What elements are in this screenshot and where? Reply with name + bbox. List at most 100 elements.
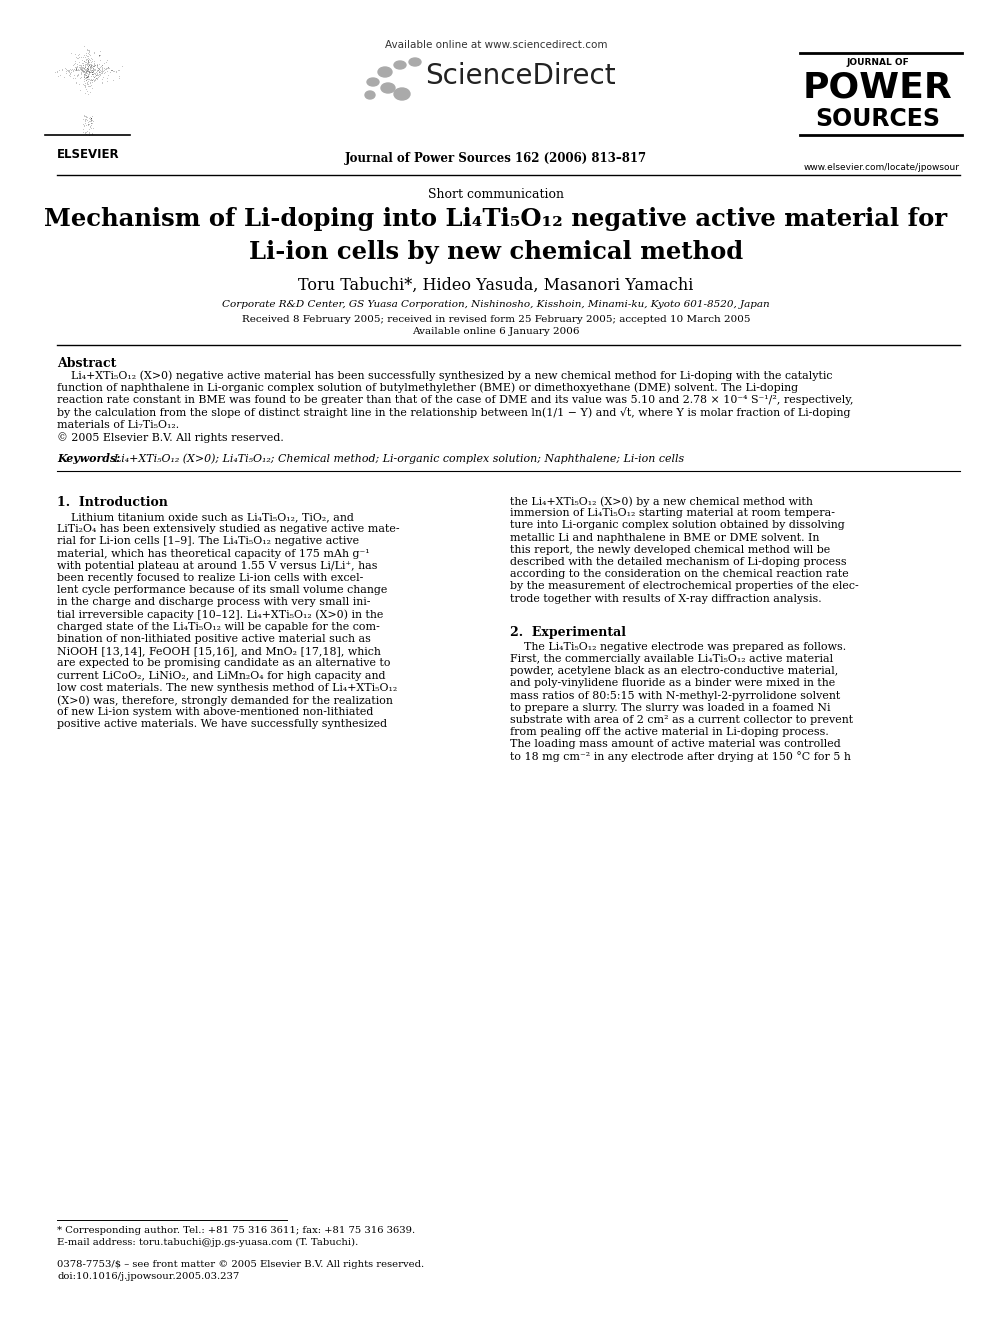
Point	[79, 45, 95, 66]
Point	[68, 48, 84, 69]
Point	[79, 60, 95, 81]
Point	[87, 65, 103, 86]
Point	[84, 69, 100, 90]
Point	[80, 75, 96, 97]
Text: www.elsevier.com/locate/jpowsour: www.elsevier.com/locate/jpowsour	[804, 163, 960, 172]
Point	[82, 116, 98, 138]
Ellipse shape	[365, 91, 375, 99]
Point	[50, 61, 65, 82]
Point	[76, 75, 92, 97]
Point	[77, 67, 93, 89]
Point	[93, 69, 109, 90]
Point	[86, 56, 102, 77]
Point	[78, 115, 94, 136]
Text: Abstract: Abstract	[57, 357, 116, 370]
Point	[77, 58, 93, 79]
Point	[75, 58, 91, 79]
Text: function of naphthalene in Li-organic complex solution of butylmethylether (BME): function of naphthalene in Li-organic co…	[57, 382, 799, 393]
Point	[77, 45, 93, 66]
Point	[70, 48, 86, 69]
Point	[81, 61, 97, 82]
Point	[83, 116, 99, 138]
Point	[64, 67, 80, 89]
Point	[83, 56, 99, 77]
Point	[77, 57, 93, 78]
Point	[77, 67, 93, 89]
Point	[84, 62, 100, 83]
Ellipse shape	[367, 78, 379, 86]
Point	[73, 58, 89, 79]
Point	[82, 45, 98, 66]
Point	[71, 73, 87, 94]
Point	[68, 71, 84, 93]
Point	[86, 50, 102, 71]
Point	[100, 57, 116, 78]
Point	[78, 105, 94, 126]
Point	[75, 58, 91, 79]
Point	[76, 56, 92, 77]
Point	[84, 122, 100, 143]
Point	[90, 57, 106, 78]
Text: 0378-7753/$ – see front matter © 2005 Elsevier B.V. All rights reserved.: 0378-7753/$ – see front matter © 2005 El…	[57, 1259, 425, 1269]
Point	[94, 54, 110, 75]
Point	[74, 60, 90, 81]
Text: Corporate R&D Center, GS Yuasa Corporation, Nishinosho, Kisshoin, Minami-ku, Kyo: Corporate R&D Center, GS Yuasa Corporati…	[222, 300, 770, 310]
Point	[78, 49, 94, 70]
Point	[88, 67, 104, 89]
Point	[78, 123, 94, 144]
Point	[73, 60, 89, 81]
Point	[80, 58, 96, 79]
Point	[78, 66, 94, 87]
Point	[79, 53, 95, 74]
Text: ELSEVIER: ELSEVIER	[57, 148, 119, 161]
Point	[70, 57, 86, 78]
Text: Lithium titanium oxide such as Li₄Ti₅O₁₂, TiO₂, and: Lithium titanium oxide such as Li₄Ti₅O₁₂…	[57, 512, 354, 523]
Point	[104, 60, 120, 81]
Point	[84, 56, 100, 77]
Point	[73, 62, 89, 83]
Point	[82, 61, 98, 82]
Point	[83, 48, 99, 69]
Point	[80, 107, 96, 128]
Point	[48, 62, 63, 83]
Point	[71, 60, 87, 81]
Text: current LiCoO₂, LiNiO₂, and LiMn₂O₄ for high capacity and: current LiCoO₂, LiNiO₂, and LiMn₂O₄ for …	[57, 671, 386, 680]
Point	[95, 61, 111, 82]
Point	[81, 50, 97, 71]
Point	[80, 52, 96, 73]
Point	[81, 69, 97, 90]
Point	[78, 108, 94, 130]
Point	[79, 69, 95, 90]
Point	[76, 57, 92, 78]
Point	[80, 83, 96, 105]
Point	[81, 53, 97, 74]
Point	[95, 60, 111, 81]
Point	[80, 65, 96, 86]
Point	[91, 61, 107, 82]
Point	[87, 54, 103, 75]
Point	[78, 81, 94, 102]
Point	[80, 45, 96, 66]
Point	[80, 115, 96, 136]
Point	[83, 56, 99, 77]
Point	[80, 64, 96, 85]
Point	[80, 61, 96, 82]
Point	[75, 105, 91, 126]
Point	[85, 58, 101, 79]
Point	[80, 57, 96, 78]
Point	[80, 50, 96, 71]
Point	[77, 74, 93, 95]
Point	[70, 60, 86, 81]
Text: Journal of Power Sources 162 (2006) 813–817: Journal of Power Sources 162 (2006) 813–…	[345, 152, 647, 165]
Point	[79, 60, 95, 81]
Point	[81, 54, 97, 75]
Point	[78, 61, 94, 82]
Point	[98, 67, 114, 89]
Point	[81, 61, 97, 82]
Text: Toru Tabuchi*, Hideo Yasuda, Masanori Yamachi: Toru Tabuchi*, Hideo Yasuda, Masanori Ya…	[299, 277, 693, 294]
Point	[99, 65, 115, 86]
Point	[99, 61, 115, 82]
Point	[76, 67, 92, 89]
Point	[91, 58, 107, 79]
Point	[86, 41, 102, 62]
